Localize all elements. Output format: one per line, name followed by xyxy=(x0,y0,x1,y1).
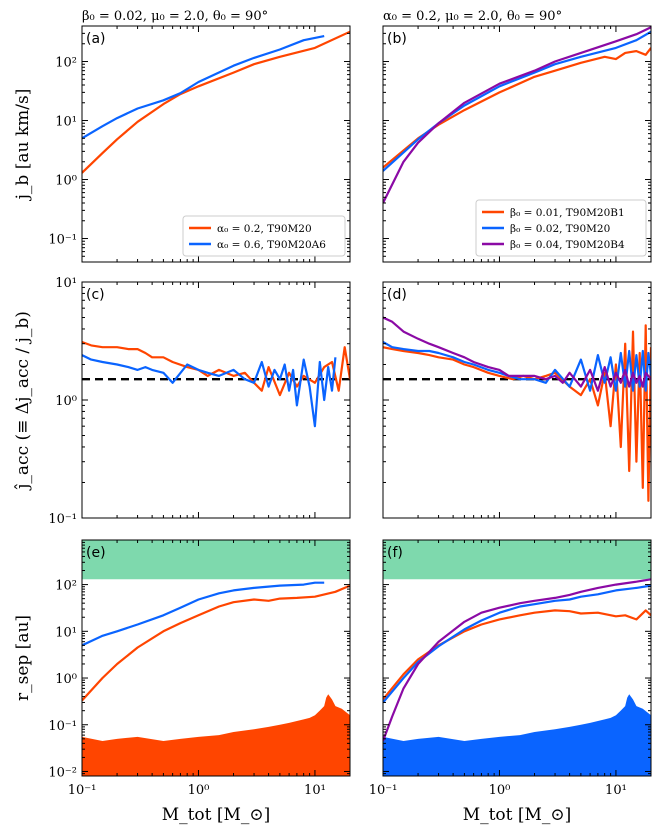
y-ticks xyxy=(82,539,350,777)
series-line-purple xyxy=(383,578,651,742)
series-line-orange xyxy=(82,30,350,174)
y-ticks xyxy=(82,281,350,519)
legend: β₀ = 0.01, T90M20B1 β₀ = 0.02, T90M20 β₀ =… xyxy=(475,199,647,257)
y-tick-label: 10⁻² xyxy=(48,765,77,780)
series-line-orange xyxy=(82,584,350,702)
valid-region-band xyxy=(82,540,350,580)
panel-a: 10⁻¹ 10⁰ 10¹ 10² j_b [au km/s] (a) α₀ = 0.2, T… xyxy=(13,25,351,263)
x-ticks xyxy=(81,26,351,262)
legend-label: β₀ = 0.01, T90M20B1 xyxy=(510,207,625,219)
y-ticks xyxy=(82,25,350,263)
x-tick-label: 10⁻¹ xyxy=(68,783,97,798)
plot-area xyxy=(82,30,350,174)
series-line-purple xyxy=(383,316,651,392)
panel-label: (d) xyxy=(387,287,407,303)
legend-label: β₀ = 0.04, T90M20B4 xyxy=(510,239,625,251)
y-axis-label: ĵ_acc (≡ Δj_acc / j_b) xyxy=(13,311,33,491)
panel-label: (c) xyxy=(86,287,105,303)
panel-label: (f) xyxy=(387,545,403,561)
plot-area xyxy=(82,340,350,428)
plot-area xyxy=(383,26,651,204)
series-line-blue xyxy=(82,35,325,140)
valid-region-band xyxy=(383,540,651,580)
axes-frame xyxy=(81,539,351,777)
x-axis-label: M_tot [M_⊙] xyxy=(463,805,572,825)
filled-area xyxy=(383,694,651,776)
y-tick-label: 10¹ xyxy=(55,625,77,640)
x-tick-label: 10⁰ xyxy=(489,783,511,798)
x-tick-label: 10¹ xyxy=(304,783,326,798)
y-tick-label: 10⁻¹ xyxy=(48,512,77,527)
column-title-left: β₀ = 0.02, μ₀ = 2.0, θ₀ = 90° xyxy=(82,9,268,24)
y-ticks xyxy=(383,539,651,777)
y-ticks xyxy=(383,25,651,263)
legend: α₀ = 0.2, T90M20 α₀ = 0.6, T90M20A6 xyxy=(182,215,346,257)
x-ticks xyxy=(81,540,351,776)
series-line-blue xyxy=(383,341,651,392)
series-line-blue xyxy=(82,354,337,428)
panel-c: 10⁻¹ 10⁰ 10¹ ĵ_acc (≡ Δj_acc / j_b) (c) xyxy=(13,276,351,527)
panel-label: (e) xyxy=(86,545,106,561)
panel-label: (a) xyxy=(86,31,106,47)
legend-box xyxy=(182,215,346,257)
legend-box xyxy=(475,199,647,257)
y-tick-label: 10⁰ xyxy=(55,394,77,409)
x-tick-label: 10¹ xyxy=(605,783,627,798)
series-line-purple xyxy=(383,26,651,204)
x-tick-label: 10⁰ xyxy=(188,783,210,798)
legend-label: β₀ = 0.02, T90M20 xyxy=(510,223,610,235)
x-ticks xyxy=(81,282,351,518)
y-axis-label: j_b [au km/s] xyxy=(13,89,33,202)
series-line-orange xyxy=(383,47,651,169)
y-tick-label: 10⁻¹ xyxy=(48,719,77,734)
y-axis-label: r_sep [au] xyxy=(13,615,33,701)
series-line-orange xyxy=(383,609,651,700)
y-ticks xyxy=(383,281,651,519)
y-tick-label: 10⁰ xyxy=(55,174,77,189)
plot-area xyxy=(383,540,651,776)
x-ticks xyxy=(382,282,652,518)
y-tick-label: 10² xyxy=(55,56,77,71)
panel-label: (b) xyxy=(387,31,407,47)
panel-e: 10⁻² 10⁻¹ 10⁰ 10¹ 10² r_sep [au] (e) 10⁻¹ 10⁰ 10¹… xyxy=(13,539,351,825)
y-tick-label: 10² xyxy=(55,579,77,594)
x-axis-label: M_tot [M_⊙] xyxy=(162,805,271,825)
panel-d: (d) xyxy=(382,281,652,519)
filled-area xyxy=(82,694,350,776)
y-tick-label: 10¹ xyxy=(55,276,77,291)
series-line-blue xyxy=(82,581,325,647)
y-tick-label: 10⁰ xyxy=(55,672,77,687)
legend-label: α₀ = 0.2, T90M20 xyxy=(217,223,312,235)
series-line-blue xyxy=(383,30,651,172)
panels: 10⁻¹ 10⁰ 10¹ 10² j_b [au km/s] (a) α₀ = 0.2, T… xyxy=(13,25,652,825)
panel-f: (f) 10⁻¹ 10⁰ 10¹ M_tot [M_⊙] xyxy=(369,539,652,825)
plot-area xyxy=(82,540,350,776)
plot-area xyxy=(383,316,651,502)
x-ticks xyxy=(382,26,652,262)
x-tick-label: 10⁻¹ xyxy=(369,783,398,798)
axes-frame xyxy=(382,281,652,519)
y-tick-label: 10¹ xyxy=(55,115,77,130)
axes-frame xyxy=(81,281,351,519)
legend-label: α₀ = 0.6, T90M20A6 xyxy=(217,239,326,251)
column-title-right: α₀ = 0.2, μ₀ = 2.0, θ₀ = 90° xyxy=(383,9,562,24)
y-tick-label: 10⁻¹ xyxy=(48,233,77,248)
axes-frame xyxy=(382,539,652,777)
